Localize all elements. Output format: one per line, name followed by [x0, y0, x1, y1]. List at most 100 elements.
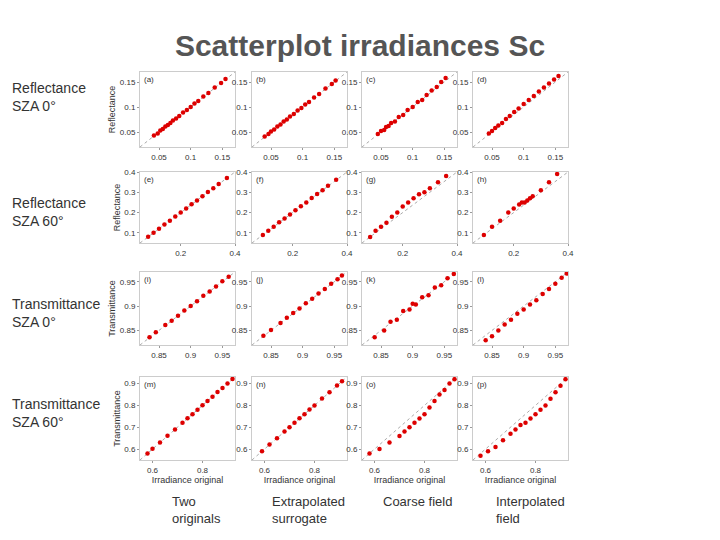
- svg-text:(f): (f): [256, 175, 264, 184]
- svg-text:0.3: 0.3: [236, 188, 248, 197]
- svg-text:0.05: 0.05: [232, 128, 248, 137]
- svg-text:0.8: 0.8: [346, 401, 358, 410]
- svg-text:0.95: 0.95: [437, 351, 453, 360]
- svg-text:0.9: 0.9: [297, 351, 309, 360]
- svg-text:0.3: 0.3: [457, 188, 469, 197]
- svg-text:0.3: 0.3: [124, 188, 136, 197]
- svg-text:(c): (c): [366, 75, 376, 84]
- svg-text:0.4: 0.4: [562, 249, 574, 258]
- svg-text:0.85: 0.85: [263, 351, 279, 360]
- svg-text:0.6: 0.6: [480, 466, 492, 475]
- svg-text:0.85: 0.85: [120, 326, 136, 335]
- svg-text:(b): (b): [256, 75, 266, 84]
- svg-text:0.4: 0.4: [346, 168, 358, 177]
- svg-text:0.8: 0.8: [457, 401, 469, 410]
- svg-text:(k): (k): [366, 275, 376, 284]
- svg-text:(a): (a): [144, 75, 154, 84]
- svg-text:(d): (d): [477, 75, 487, 84]
- svg-text:0.9: 0.9: [457, 302, 469, 311]
- svg-text:Irradiance original: Irradiance original: [485, 475, 557, 485]
- svg-text:(p): (p): [477, 380, 487, 389]
- svg-text:0.6: 0.6: [259, 466, 271, 475]
- svg-text:Irradiance original: Irradiance original: [264, 475, 336, 485]
- svg-text:0.1: 0.1: [236, 229, 248, 238]
- svg-text:(e): (e): [144, 175, 154, 184]
- svg-text:0.15: 0.15: [453, 78, 469, 87]
- svg-text:0.05: 0.05: [484, 153, 500, 162]
- svg-text:0.95: 0.95: [327, 351, 343, 360]
- svg-text:(n): (n): [256, 380, 266, 389]
- svg-text:0.7: 0.7: [457, 423, 469, 432]
- svg-text:Coarse field: Coarse field: [383, 494, 452, 509]
- svg-text:0.6: 0.6: [147, 466, 159, 475]
- svg-text:0.6: 0.6: [346, 445, 358, 454]
- svg-text:0.05: 0.05: [151, 153, 167, 162]
- svg-text:0.9: 0.9: [124, 302, 136, 311]
- svg-text:0.2: 0.2: [124, 208, 136, 217]
- svg-text:0.05: 0.05: [263, 153, 279, 162]
- svg-text:0.8: 0.8: [419, 466, 431, 475]
- svg-text:0.1: 0.1: [457, 103, 469, 112]
- svg-text:0.4: 0.4: [457, 168, 469, 177]
- svg-text:0.9: 0.9: [185, 351, 197, 360]
- svg-text:0.4: 0.4: [341, 249, 353, 258]
- svg-text:0.3: 0.3: [346, 188, 358, 197]
- svg-text:0.8: 0.8: [309, 466, 321, 475]
- svg-text:0.95: 0.95: [120, 278, 136, 287]
- svg-text:0.85: 0.85: [484, 351, 500, 360]
- svg-text:0.15: 0.15: [437, 153, 453, 162]
- svg-text:0.8: 0.8: [124, 401, 136, 410]
- svg-text:0.7: 0.7: [236, 423, 248, 432]
- svg-text:0.1: 0.1: [236, 103, 248, 112]
- svg-text:(m): (m): [144, 380, 156, 389]
- svg-text:Transmittance: Transmittance: [112, 390, 122, 447]
- svg-text:0.85: 0.85: [232, 326, 248, 335]
- svg-text:0.4: 0.4: [451, 249, 463, 258]
- svg-text:0.9: 0.9: [518, 351, 530, 360]
- svg-text:(h): (h): [477, 175, 487, 184]
- svg-text:0.2: 0.2: [287, 249, 299, 258]
- svg-text:0.9: 0.9: [346, 379, 358, 388]
- svg-text:0.1: 0.1: [407, 153, 419, 162]
- svg-text:0.05: 0.05: [120, 128, 136, 137]
- svg-text:0.15: 0.15: [120, 78, 136, 87]
- svg-text:0.15: 0.15: [327, 153, 343, 162]
- svg-text:ReflectanceSZA 0°: ReflectanceSZA 0°: [12, 80, 86, 114]
- svg-text:0.85: 0.85: [342, 326, 358, 335]
- svg-text:(o): (o): [366, 380, 376, 389]
- svg-text:0.1: 0.1: [518, 153, 530, 162]
- svg-text:Interpolatedfield: Interpolatedfield: [496, 494, 565, 526]
- svg-text:0.85: 0.85: [373, 351, 389, 360]
- svg-text:Reflectance: Reflectance: [107, 86, 117, 134]
- svg-text:0.9: 0.9: [236, 302, 248, 311]
- svg-text:0.15: 0.15: [215, 153, 231, 162]
- svg-text:0.7: 0.7: [124, 423, 136, 432]
- svg-text:0.95: 0.95: [548, 351, 564, 360]
- svg-text:0.9: 0.9: [124, 379, 136, 388]
- svg-text:Scatterplot irradiances Sc: Scatterplot irradiances Sc: [175, 29, 545, 62]
- svg-text:0.1: 0.1: [124, 103, 136, 112]
- svg-text:0.15: 0.15: [342, 78, 358, 87]
- svg-text:0.2: 0.2: [175, 249, 187, 258]
- svg-text:0.15: 0.15: [232, 78, 248, 87]
- svg-text:0.1: 0.1: [346, 229, 358, 238]
- svg-text:0.95: 0.95: [453, 278, 469, 287]
- svg-text:0.6: 0.6: [369, 466, 381, 475]
- svg-text:Reflectance: Reflectance: [112, 184, 122, 232]
- svg-text:0.95: 0.95: [232, 278, 248, 287]
- svg-text:0.9: 0.9: [236, 379, 248, 388]
- svg-text:0.1: 0.1: [457, 229, 469, 238]
- svg-text:0.85: 0.85: [151, 351, 167, 360]
- svg-text:Irradiance original: Irradiance original: [152, 475, 224, 485]
- svg-text:(l): (l): [477, 275, 484, 284]
- svg-text:0.05: 0.05: [453, 128, 469, 137]
- svg-text:0.95: 0.95: [342, 278, 358, 287]
- svg-text:Twooriginals: Twooriginals: [172, 494, 221, 526]
- svg-text:0.9: 0.9: [346, 302, 358, 311]
- svg-text:0.2: 0.2: [236, 208, 248, 217]
- svg-text:0.8: 0.8: [236, 401, 248, 410]
- svg-text:0.95: 0.95: [215, 351, 231, 360]
- svg-text:0.7: 0.7: [346, 423, 358, 432]
- svg-text:TransmittanceSZA 60°: TransmittanceSZA 60°: [12, 396, 100, 430]
- svg-text:0.15: 0.15: [548, 153, 564, 162]
